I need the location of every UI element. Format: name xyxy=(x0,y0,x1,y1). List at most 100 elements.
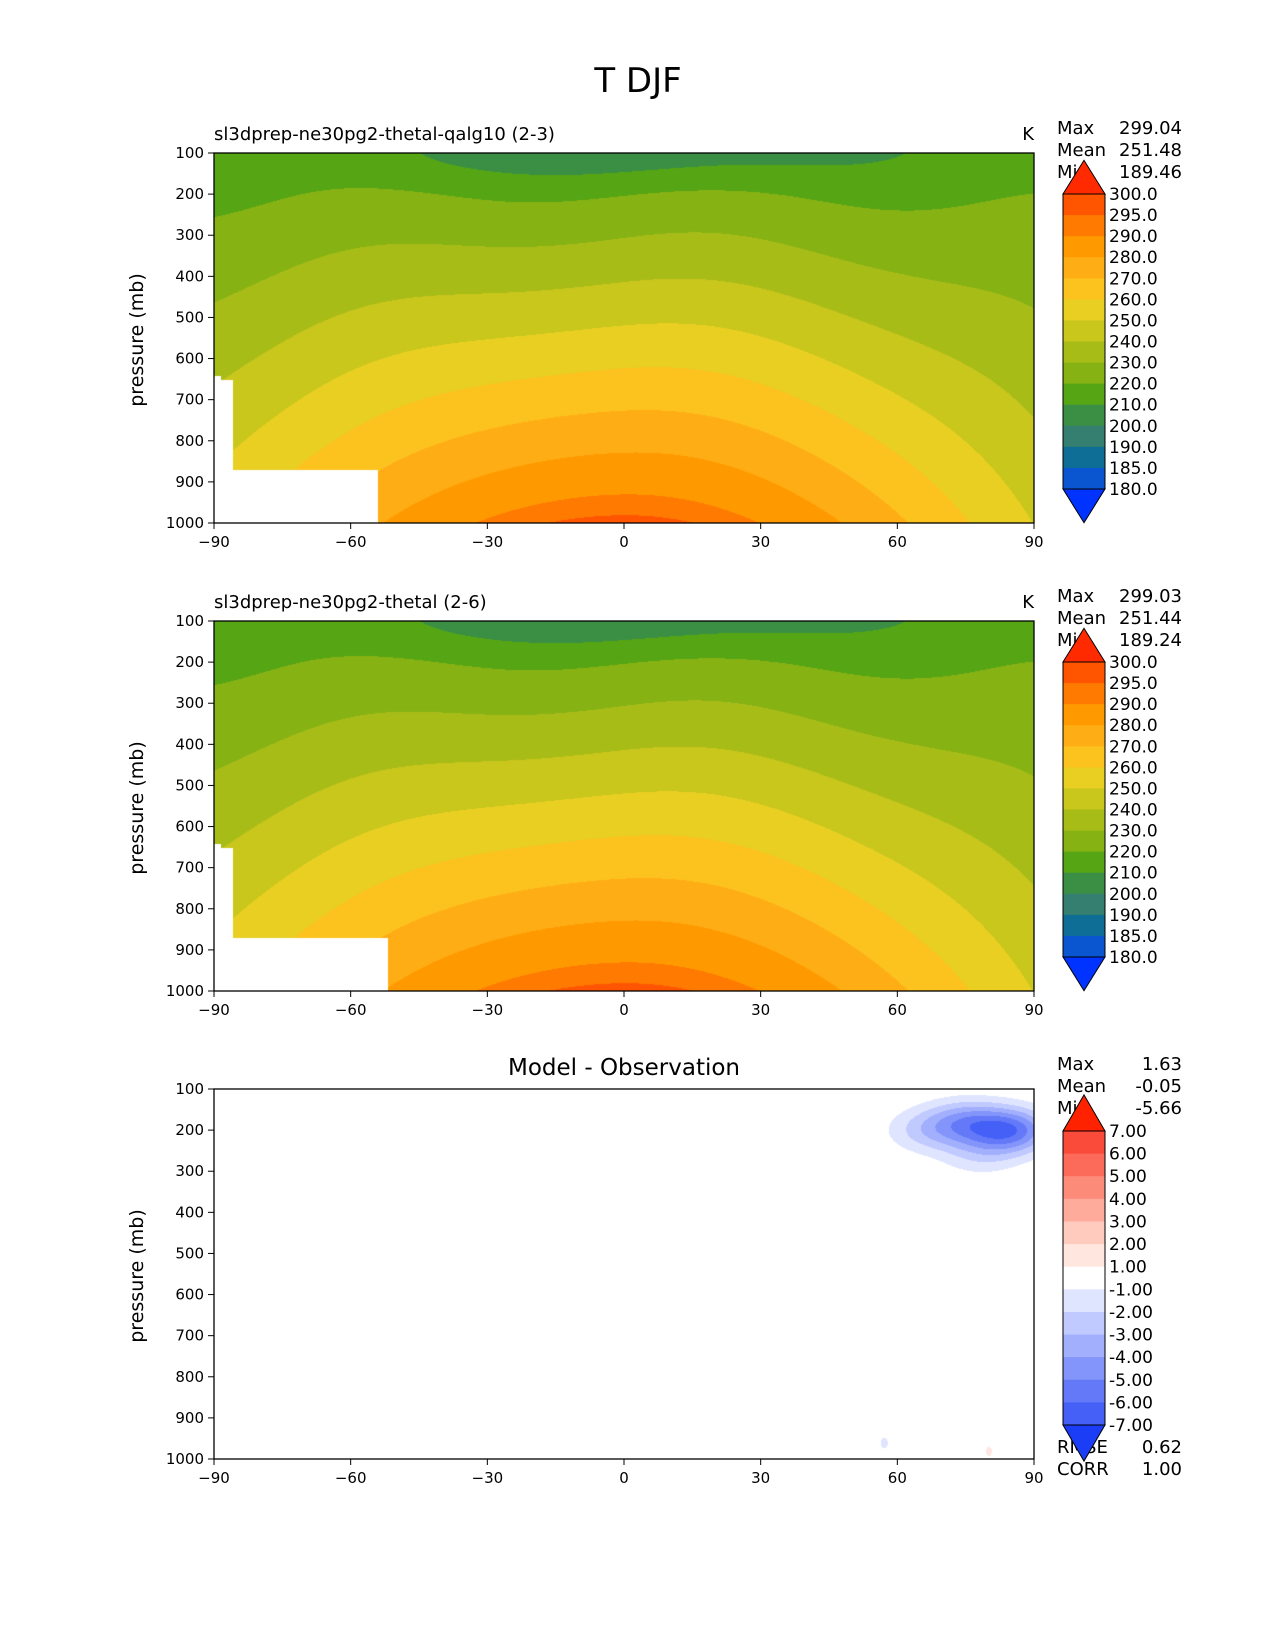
panel-3-stats: Max 1.63 Mean -0.05 Min -5.66 RMSE 0.62 … xyxy=(1057,1054,1182,1480)
x-tick-label: 30 xyxy=(751,1469,770,1487)
colorbar-level-label: 260.0 xyxy=(1109,758,1158,778)
colorbar-level-label: 200.0 xyxy=(1109,417,1158,437)
colorbar-box xyxy=(1063,404,1105,427)
colorbar-level-label: -7.00 xyxy=(1109,1416,1153,1436)
y-tick-label: 400 xyxy=(175,735,204,753)
colorbar-box xyxy=(1063,1244,1105,1268)
panel-2-units: K xyxy=(1022,592,1035,613)
colorbar-level-label: 280.0 xyxy=(1109,716,1158,736)
stat-min-value: 189.46 xyxy=(1119,162,1182,183)
colorbar-level-label: 295.0 xyxy=(1109,206,1158,226)
colorbar-box xyxy=(1063,383,1105,406)
x-tick-label: −90 xyxy=(198,1001,230,1019)
colorbar-level-label: 295.0 xyxy=(1109,674,1158,694)
y-tick-label: 700 xyxy=(175,1327,204,1345)
colorbar-level-label: 250.0 xyxy=(1109,779,1158,799)
panel-3-plot-area: −90 −60 −30 0 30 60 90 100 200 300 400 500 600 700 800… xyxy=(166,1080,1044,1487)
colorbar-box xyxy=(1063,788,1105,810)
panel-3-colorbar: 7.00 6.005.00 4.003.00 2.00 1.00-1.00 -2.00 -3… xyxy=(1062,1093,1153,1463)
y-tick-label: 700 xyxy=(175,859,204,877)
x-tick-label: 0 xyxy=(619,1469,629,1487)
panel-3: Model - Observation pressure (mb) Max 1.… xyxy=(126,1054,1182,1487)
field-image xyxy=(214,621,1034,991)
stat-mean-label: Mean xyxy=(1057,1076,1106,1097)
y-tick-label: 600 xyxy=(175,1286,204,1304)
colorbar-box xyxy=(1063,809,1105,832)
x-tick-label: 60 xyxy=(888,1001,907,1019)
colorbar-box xyxy=(1063,467,1105,490)
panel-1-title: sl3dprep-ne30pg2-thetal-qalg10 (2-3) xyxy=(214,124,555,145)
colorbar-level-label: 1.00 xyxy=(1109,1258,1147,1278)
colorbar-box xyxy=(1063,1131,1105,1155)
colorbar-box xyxy=(1063,341,1105,364)
panel-1-colorbar: 300.0295.0290.0280.0270.0260.0250.0240.0… xyxy=(1062,159,1158,524)
stat-max-label: Max xyxy=(1057,118,1095,139)
y-tick-label: 700 xyxy=(175,391,204,409)
panel-2-title: sl3dprep-ne30pg2-thetal (2-6) xyxy=(214,592,487,613)
stat-min-value: -5.66 xyxy=(1135,1098,1182,1119)
colorbar-box xyxy=(1063,1198,1105,1222)
colorbar-level-label: 220.0 xyxy=(1109,375,1158,395)
colorbar-level-label: -5.00 xyxy=(1109,1371,1153,1391)
colorbar-box xyxy=(1063,1311,1105,1336)
x-tick-label: −30 xyxy=(472,1001,504,1019)
x-tick-label: −60 xyxy=(335,1469,367,1487)
colorbar-level-label: -1.00 xyxy=(1109,1280,1153,1300)
colorbar-level-label: 185.0 xyxy=(1109,459,1158,479)
stat-max-value: 1.63 xyxy=(1142,1054,1182,1075)
stat-corr-label: CORR xyxy=(1057,1459,1109,1480)
stat-mean-value: 251.48 xyxy=(1119,140,1182,161)
stat-corr-value: 1.00 xyxy=(1142,1459,1182,1480)
colorbar-box xyxy=(1063,935,1105,958)
colorbar-level-label: 260.0 xyxy=(1109,290,1158,310)
colorbar-level-label: 190.0 xyxy=(1109,906,1158,926)
colorbar-box xyxy=(1063,1379,1105,1403)
colorbar-level-label: 270.0 xyxy=(1109,269,1158,289)
colorbar-box xyxy=(1063,1402,1105,1426)
stat-max-label: Max xyxy=(1057,586,1095,607)
x-tick-label: −90 xyxy=(198,533,230,551)
colorbar-level-label: 7.00 xyxy=(1109,1122,1147,1142)
panel-1-ylabel: pressure (mb) xyxy=(126,273,148,407)
panel-2-plot-area: −90 −60 −30 0 30 60 90 100 200 300 400 500 600 700 800… xyxy=(166,612,1044,1019)
colorbar-level-label: 210.0 xyxy=(1109,396,1158,416)
colorbar-frame xyxy=(1062,661,1106,958)
colorbar-box xyxy=(1063,1357,1105,1381)
y-tick-label: 500 xyxy=(175,776,204,794)
colorbar-level-label: 250.0 xyxy=(1109,311,1158,331)
x-tick-label: 30 xyxy=(751,533,770,551)
colorbar-box xyxy=(1063,236,1105,258)
colorbar-level-label: 185.0 xyxy=(1109,927,1158,947)
panel-2-ylabel: pressure (mb) xyxy=(126,741,148,875)
y-tick-label: 300 xyxy=(175,694,204,712)
colorbar-box xyxy=(1063,1289,1105,1313)
colorbar-box xyxy=(1063,257,1105,279)
colorbar-box xyxy=(1063,725,1105,747)
colorbar-level-label: 230.0 xyxy=(1109,354,1158,374)
colorbar-level-label: -6.00 xyxy=(1109,1393,1153,1413)
x-tick-label: −60 xyxy=(335,533,367,551)
x-tick-label: −90 xyxy=(198,1469,230,1487)
colorbar-level-label: 270.0 xyxy=(1109,737,1158,757)
colorbar-box xyxy=(1063,425,1105,448)
colorbar-level-label: 4.00 xyxy=(1109,1190,1147,1210)
panel-3-ylabel: pressure (mb) xyxy=(126,1209,148,1343)
x-tick-label: −60 xyxy=(335,1001,367,1019)
colorbar-level-label: 240.0 xyxy=(1109,333,1158,353)
x-tick-label: 0 xyxy=(619,533,629,551)
colorbar-box xyxy=(1063,851,1105,874)
colorbar-frame xyxy=(1062,1130,1106,1426)
colorbar-box xyxy=(1063,446,1105,469)
colorbar-box xyxy=(1063,662,1105,684)
panel-2-colorbar: 300.0295.0290.0280.0270.0260.0250.0240.0… xyxy=(1062,627,1158,992)
colorbar-level-label: 230.0 xyxy=(1109,822,1158,842)
x-tick-label: 60 xyxy=(888,533,907,551)
y-tick-label: 300 xyxy=(175,226,204,244)
x-tick-label: −30 xyxy=(472,533,504,551)
colorbar-box xyxy=(1063,1334,1105,1358)
stat-max-value: 299.03 xyxy=(1119,586,1182,607)
colorbar-level-label: 300.0 xyxy=(1109,185,1158,205)
panel-1-stats: Max 299.04 Mean 251.48 Min 189.46 xyxy=(1057,118,1182,183)
colorbar-level-label: 6.00 xyxy=(1109,1145,1147,1165)
panel-1-units: K xyxy=(1022,124,1035,145)
